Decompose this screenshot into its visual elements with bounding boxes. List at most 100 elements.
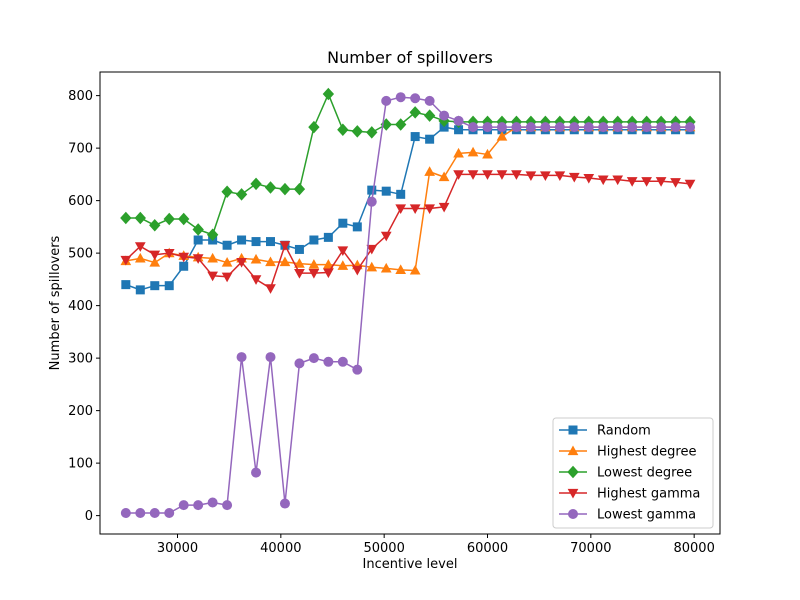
series-layer (120, 87, 696, 518)
data-point (395, 118, 407, 131)
data-point (264, 181, 277, 194)
data-point (221, 257, 233, 267)
data-point (381, 186, 391, 196)
data-point (380, 231, 392, 242)
data-point (149, 257, 161, 267)
data-point (366, 196, 377, 207)
data-point (294, 244, 304, 254)
data-point (439, 110, 450, 121)
data-point (120, 508, 131, 518)
data-point (337, 246, 349, 257)
data-point (164, 508, 175, 518)
data-point (207, 497, 218, 508)
data-point (425, 134, 435, 144)
legend-marker (568, 425, 578, 435)
data-point (338, 218, 348, 228)
data-point (409, 204, 421, 215)
data-point (424, 166, 435, 176)
data-point (453, 170, 464, 180)
data-point (121, 280, 131, 290)
data-point (265, 352, 276, 363)
data-point (423, 109, 436, 122)
data-point (525, 171, 537, 181)
data-point (323, 232, 333, 242)
data-point (366, 244, 378, 255)
data-point (583, 173, 595, 184)
data-point (554, 122, 565, 133)
data-point (178, 500, 189, 511)
data-point (612, 175, 624, 186)
data-point (222, 240, 232, 250)
data-point (453, 147, 464, 158)
data-point (410, 93, 421, 104)
y-tick-label: 800 (68, 89, 93, 104)
data-point (670, 178, 681, 188)
data-point (525, 122, 536, 133)
data-point (583, 122, 594, 133)
data-point (395, 264, 407, 275)
data-point (236, 257, 247, 268)
legend-item: Lowest degree (559, 466, 692, 481)
x-tick-label: 80000 (673, 541, 714, 556)
legend-item: Highest degree (559, 445, 696, 460)
data-point (597, 175, 609, 186)
data-point (366, 261, 378, 272)
x-axis: 30000 40000 50000 60000 70000 80000 (157, 534, 715, 556)
data-point (178, 212, 190, 226)
data-point (206, 228, 219, 241)
data-point (135, 508, 146, 518)
data-point (164, 281, 174, 291)
series-line (125, 96, 691, 514)
data-point (323, 356, 334, 367)
data-point (163, 212, 175, 226)
data-point (120, 211, 132, 225)
series-highest-degree (120, 121, 696, 275)
data-point (251, 467, 262, 478)
series-line (125, 126, 691, 291)
data-point (337, 356, 348, 367)
data-point (337, 123, 349, 136)
data-point (308, 120, 320, 134)
data-point (293, 182, 306, 196)
legend-marker (567, 465, 579, 479)
data-point (641, 177, 652, 187)
series-highest-gamma (120, 170, 696, 294)
data-point (626, 177, 638, 187)
data-point (395, 92, 406, 103)
x-tick-label: 40000 (260, 541, 301, 556)
data-point (424, 95, 435, 106)
data-point (366, 126, 378, 139)
data-point (192, 254, 204, 264)
data-point (294, 358, 305, 369)
data-point (179, 261, 189, 271)
data-point (207, 271, 218, 282)
y-axis-label: Number of spillovers (48, 235, 63, 370)
data-point (482, 148, 493, 159)
data-point (222, 500, 233, 511)
y-tick-label: 200 (68, 404, 93, 419)
data-point (511, 170, 522, 180)
data-point (221, 272, 233, 283)
data-point (251, 237, 261, 247)
data-point (265, 256, 276, 267)
data-point (684, 179, 696, 190)
data-point (482, 122, 493, 133)
y-tick-label: 600 (68, 194, 93, 209)
data-point (568, 172, 580, 183)
data-point (409, 106, 421, 119)
data-point (193, 500, 204, 511)
legend-item: Random (559, 424, 651, 439)
data-point (352, 222, 362, 232)
x-tick-label: 70000 (570, 541, 611, 556)
data-point (395, 204, 407, 215)
data-point (250, 253, 262, 264)
data-point (496, 122, 507, 133)
data-point (149, 219, 161, 232)
data-point (192, 223, 204, 236)
data-point (207, 252, 218, 263)
data-point (685, 122, 696, 133)
data-point (134, 252, 146, 263)
data-point (540, 171, 551, 181)
legend: Random Highest degree Lowest degree Highest… (552, 417, 714, 529)
